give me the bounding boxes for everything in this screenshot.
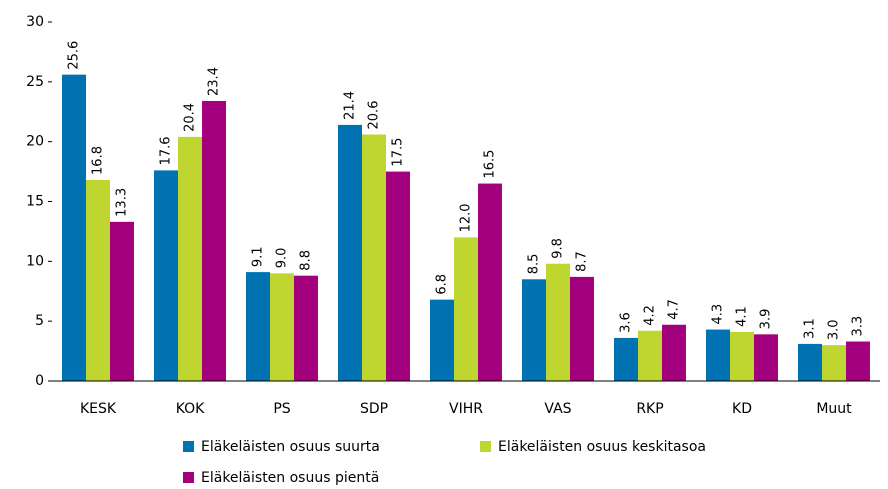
value-label: 25.6 — [67, 41, 82, 70]
value-label: 3.1 — [803, 318, 818, 339]
x-tick-label: KOK — [176, 401, 205, 417]
bar — [662, 324, 686, 381]
bar — [270, 273, 294, 381]
x-tick-label: VIHR — [449, 401, 483, 417]
legend-swatch — [480, 441, 491, 452]
bar — [338, 124, 362, 381]
value-label: 23.4 — [207, 67, 222, 96]
bar — [478, 183, 502, 381]
value-label: 6.8 — [435, 274, 450, 295]
y-tick-label: 0 — [35, 373, 44, 389]
x-tick-label: SDP — [360, 401, 388, 417]
bar — [454, 237, 478, 381]
value-label: 4.1 — [735, 306, 750, 327]
x-tick-label: KESK — [80, 401, 117, 417]
x-tick-label: PS — [273, 401, 290, 417]
bar — [110, 221, 134, 381]
value-label: 9.8 — [551, 238, 566, 259]
value-label: 4.3 — [711, 304, 726, 325]
bar — [178, 136, 202, 381]
bar — [86, 179, 110, 381]
value-label: 20.6 — [367, 101, 382, 130]
value-label: 16.5 — [483, 150, 498, 179]
bar — [154, 170, 178, 381]
value-label: 3.3 — [851, 316, 866, 337]
value-label: 9.0 — [275, 248, 290, 269]
value-label: 8.7 — [575, 251, 590, 272]
bar — [638, 330, 662, 381]
legend-label: Eläkeläisten osuus keskitasoa — [498, 439, 706, 455]
y-tick-label: 20 — [26, 134, 44, 150]
y-tick-label: 15 — [26, 194, 44, 210]
x-tick-label: RKP — [636, 401, 663, 417]
value-label: 3.6 — [619, 312, 634, 333]
value-label: 8.8 — [299, 250, 314, 271]
value-label: 8.5 — [527, 254, 542, 275]
y-tick-label: 25 — [26, 74, 44, 90]
legend-label: Eläkeläisten osuus suurta — [201, 439, 380, 455]
bar — [386, 171, 410, 381]
bar — [822, 345, 846, 381]
legend-swatch — [183, 441, 194, 452]
legend-swatch — [183, 472, 194, 483]
bar — [754, 334, 778, 381]
bar — [430, 299, 454, 381]
bar — [846, 341, 870, 381]
x-tick-label: KD — [732, 401, 752, 417]
value-label: 21.4 — [343, 91, 358, 120]
value-label: 4.2 — [643, 305, 658, 326]
value-label: 3.9 — [759, 309, 774, 330]
value-label: 17.5 — [391, 138, 406, 167]
x-tick-label: VAS — [544, 401, 571, 417]
bar — [62, 74, 86, 382]
bar — [202, 100, 226, 381]
bar — [798, 343, 822, 381]
x-tick-label: Muut — [816, 401, 852, 417]
legend-label: Eläkeläisten osuus pientä — [201, 470, 379, 486]
bar — [294, 275, 318, 381]
value-label: 3.0 — [827, 319, 842, 340]
bar — [522, 279, 546, 381]
bar — [706, 329, 730, 381]
bar — [614, 337, 638, 381]
y-tick-label: 5 — [35, 313, 44, 329]
y-tick-label: 30 — [26, 14, 44, 30]
value-label: 17.6 — [159, 136, 174, 165]
bar — [246, 272, 270, 381]
bar — [730, 331, 754, 381]
bar — [362, 134, 386, 381]
value-label: 20.4 — [183, 103, 198, 132]
value-label: 12.0 — [459, 203, 474, 232]
value-label: 4.7 — [667, 299, 682, 320]
bar — [546, 263, 570, 381]
value-label: 16.8 — [91, 146, 106, 175]
value-label: 13.3 — [115, 188, 130, 217]
bar — [570, 276, 594, 381]
y-tick-label: 10 — [26, 253, 44, 269]
value-label: 9.1 — [251, 246, 266, 267]
